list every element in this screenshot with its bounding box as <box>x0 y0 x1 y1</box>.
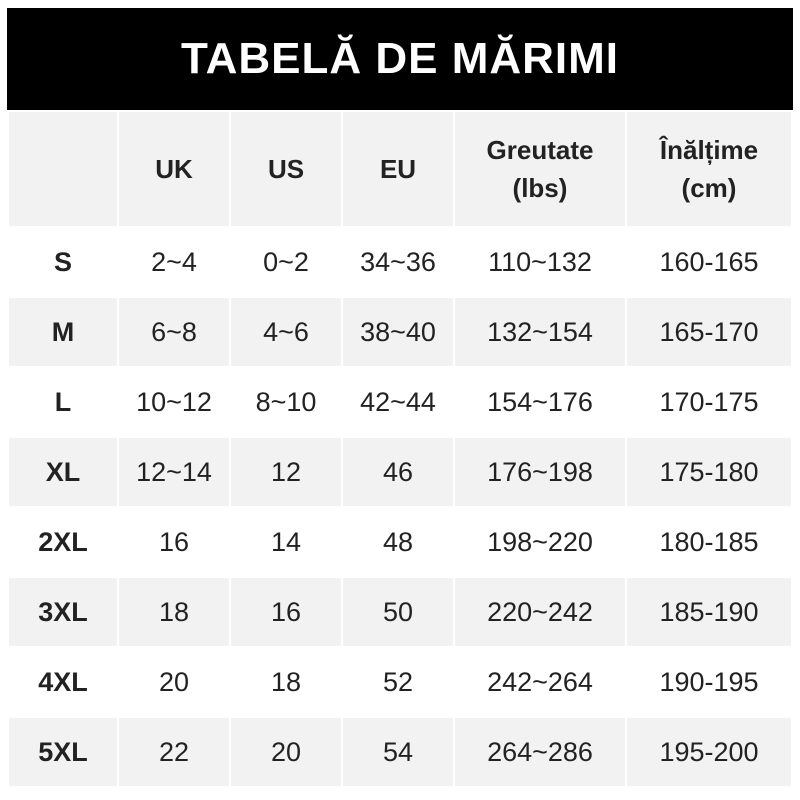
table-cell: 50 <box>343 578 453 646</box>
table-cell: 160-165 <box>627 228 791 296</box>
table-row: 4XL 20 18 52 242~264 190-195 <box>9 648 791 716</box>
table-row: S 2~4 0~2 34~36 110~132 160-165 <box>9 228 791 296</box>
table-cell: 16 <box>231 578 341 646</box>
size-label: L <box>9 368 117 436</box>
table-cell: 42~44 <box>343 368 453 436</box>
size-label: XL <box>9 438 117 506</box>
table-row: M 6~8 4~6 38~40 132~154 165-170 <box>9 298 791 366</box>
table-cell: 185-190 <box>627 578 791 646</box>
table-cell: 54 <box>343 718 453 786</box>
page-title: TABELĂ DE MĂRIMI <box>7 8 793 110</box>
table-cell: 6~8 <box>119 298 229 366</box>
size-label: S <box>9 228 117 296</box>
table-cell: 16 <box>119 508 229 576</box>
table-cell: 165-170 <box>627 298 791 366</box>
table-row: L 10~12 8~10 42~44 154~176 170-175 <box>9 368 791 436</box>
column-header: US <box>231 112 341 226</box>
table-cell: 20 <box>119 648 229 716</box>
table-cell: 46 <box>343 438 453 506</box>
column-header: EU <box>343 112 453 226</box>
table-cell: 20 <box>231 718 341 786</box>
column-header: UK <box>119 112 229 226</box>
column-header <box>9 112 117 226</box>
table-cell: 38~40 <box>343 298 453 366</box>
table-cell: 12~14 <box>119 438 229 506</box>
table-cell: 48 <box>343 508 453 576</box>
table-cell: 170-175 <box>627 368 791 436</box>
column-header: Greutate (lbs) <box>455 112 625 226</box>
size-label: M <box>9 298 117 366</box>
table-cell: 264~286 <box>455 718 625 786</box>
header-row: UK US EU Greutate (lbs) Înălțime (cm) <box>9 112 791 226</box>
table-row: XL 12~14 12 46 176~198 175-180 <box>9 438 791 506</box>
table-cell: 22 <box>119 718 229 786</box>
size-label: 3XL <box>9 578 117 646</box>
table-cell: 176~198 <box>455 438 625 506</box>
column-header: Înălțime (cm) <box>627 112 791 226</box>
size-label: 5XL <box>9 718 117 786</box>
table-cell: 190-195 <box>627 648 791 716</box>
table-cell: 4~6 <box>231 298 341 366</box>
table-cell: 195-200 <box>627 718 791 786</box>
table-cell: 18 <box>119 578 229 646</box>
table-cell: 154~176 <box>455 368 625 436</box>
table-cell: 18 <box>231 648 341 716</box>
table-row: 2XL 16 14 48 198~220 180-185 <box>9 508 791 576</box>
table-cell: 8~10 <box>231 368 341 436</box>
table-cell: 34~36 <box>343 228 453 296</box>
table-cell: 180-185 <box>627 508 791 576</box>
table-cell: 14 <box>231 508 341 576</box>
table-cell: 52 <box>343 648 453 716</box>
size-label: 2XL <box>9 508 117 576</box>
table-cell: 10~12 <box>119 368 229 436</box>
table-cell: 132~154 <box>455 298 625 366</box>
table-cell: 2~4 <box>119 228 229 296</box>
table-row: 3XL 18 16 50 220~242 185-190 <box>9 578 791 646</box>
size-label: 4XL <box>9 648 117 716</box>
table-cell: 198~220 <box>455 508 625 576</box>
table-cell: 242~264 <box>455 648 625 716</box>
size-chart-table: UK US EU Greutate (lbs) Înălțime (cm) S 2~4 0~2… <box>7 110 793 788</box>
table-cell: 0~2 <box>231 228 341 296</box>
table-row: 5XL 22 20 54 264~286 195-200 <box>9 718 791 786</box>
table-cell: 220~242 <box>455 578 625 646</box>
table-cell: 12 <box>231 438 341 506</box>
table-cell: 110~132 <box>455 228 625 296</box>
table-cell: 175-180 <box>627 438 791 506</box>
